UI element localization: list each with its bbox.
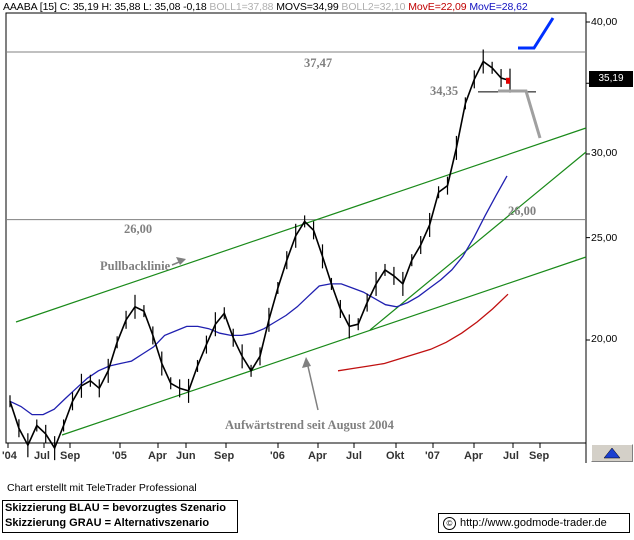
- x-tick-label: '05: [112, 450, 127, 462]
- header-boll2: BOLL2=32,10: [341, 1, 406, 13]
- header-move-red: MovE=22,09: [408, 1, 467, 13]
- x-tick-label: Jul: [34, 450, 50, 462]
- x-tick-label: '07: [425, 450, 440, 462]
- chart-nav-button[interactable]: [591, 444, 633, 462]
- scenario-legend: Skizzierung BLAU = bevorzugtes Szenario …: [2, 500, 238, 533]
- header-low: L: 35,08: [143, 1, 181, 13]
- annotation-arrows: [171, 257, 319, 411]
- header-boll1: BOLL1=37,88: [209, 1, 274, 13]
- level-label-2600-left: 26,00: [124, 222, 153, 236]
- trendline: [61, 256, 587, 436]
- y-axis-ticks: [586, 21, 590, 341]
- x-tick-label: Jul: [503, 450, 519, 462]
- header-close: C: 35,19: [59, 1, 99, 13]
- x-tick-label: Apr: [308, 450, 327, 462]
- source-url[interactable]: http://www.godmode-trader.de: [460, 517, 607, 529]
- x-tick-label: Sep: [529, 450, 550, 462]
- header-move-blue: MovE=28,62: [469, 1, 528, 13]
- y-tick-label: 20,00: [591, 333, 618, 345]
- moving-average-line: [337, 293, 509, 372]
- x-axis-ticks: [7, 443, 541, 448]
- y-tick-label: 30,00: [591, 147, 618, 159]
- header-high: H: 35,88: [101, 1, 141, 13]
- chart-header: AAABA [15] C: 35,19 H: 35,88 L: 35,08 -0…: [3, 1, 528, 13]
- arrow-nav-icon: [603, 447, 621, 459]
- gray-scenario-path: [498, 89, 542, 139]
- price-bars: [9, 49, 511, 461]
- x-tick-label: Apr: [464, 450, 483, 462]
- uptrend-arrowhead: [302, 357, 311, 368]
- uptrend-label: Aufwärtstrend seit August 2004: [225, 418, 394, 432]
- last-price-marker: [506, 77, 510, 84]
- source-link[interactable]: © http://www.godmode-trader.de: [438, 513, 630, 533]
- copyright-icon: ©: [443, 516, 456, 530]
- x-tick-label: '06: [270, 450, 285, 462]
- blue-scenario-path: [518, 17, 555, 50]
- header-symbol: AAABA [15]: [3, 1, 57, 13]
- x-tick-label: Sep: [60, 450, 81, 462]
- trendline: [369, 151, 587, 331]
- y-tick-label: 40,00: [591, 16, 618, 28]
- price-line: [9, 60, 511, 450]
- pullback-arrowhead: [176, 257, 186, 265]
- moving-average-line: [9, 175, 508, 416]
- level-label-2600-right: 26,00: [508, 204, 537, 218]
- header-movs: MOVS=34,99: [276, 1, 339, 13]
- y-tick-label: 25,00: [591, 232, 618, 244]
- level-label-3435: 34,35: [430, 84, 459, 98]
- legend-blue: Skizzierung BLAU = bevorzugtes Szenario: [5, 502, 226, 514]
- level-label-3747: 37,47: [304, 56, 333, 70]
- moving-averages: [9, 175, 509, 416]
- trend-channel: [15, 127, 587, 436]
- x-tick-label: Jul: [346, 450, 362, 462]
- pullback-line-label: Pullbacklinie: [100, 259, 171, 273]
- scenario-sketches: [498, 17, 555, 139]
- uptrend-arrow: [306, 361, 319, 411]
- last-price-label: 35,19: [589, 71, 633, 87]
- x-tick-label: '04: [2, 450, 17, 462]
- x-tick-label: Jun: [176, 450, 196, 462]
- x-tick-label: Apr: [148, 450, 167, 462]
- header-change: -0,18: [183, 1, 207, 13]
- chart-credit: Chart erstellt mit TeleTrader Profession…: [7, 482, 197, 494]
- x-tick-label: Sep: [214, 450, 235, 462]
- legend-gray: Skizzierung GRAU = Alternativszenario: [5, 517, 210, 529]
- x-tick-label: Okt: [386, 450, 405, 462]
- trendline: [15, 127, 587, 323]
